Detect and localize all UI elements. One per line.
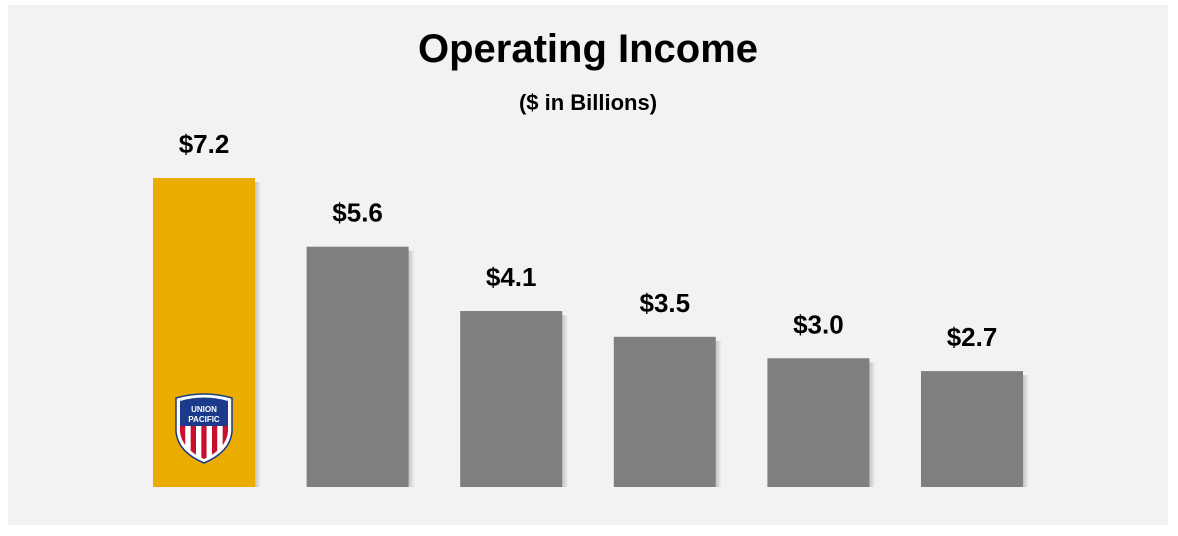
bar-shadow: [869, 362, 876, 487]
bar-shadow: [255, 182, 261, 487]
bar-shadow: [562, 315, 569, 487]
data-label: $3.5: [639, 288, 690, 318]
svg-text:UNION: UNION: [191, 405, 217, 414]
bar: [306, 246, 409, 487]
data-label: $2.7: [947, 322, 998, 352]
data-label: $4.1: [486, 262, 537, 292]
chart-title: Operating Income: [417, 27, 759, 71]
bar-shadow: [408, 250, 415, 487]
bars-layer: [153, 178, 1029, 487]
data-labels-layer: $7.2 $5.6 $4.1 $3.5 $3.0 $2.7: [179, 129, 998, 352]
bar: [460, 311, 563, 487]
svg-text:PACIFIC: PACIFIC: [188, 415, 220, 424]
bar-shadow: [715, 340, 722, 487]
bar: [767, 358, 870, 487]
data-label: $3.0: [793, 309, 844, 339]
bar: [613, 336, 716, 487]
data-label: $5.6: [332, 198, 383, 228]
data-label: $7.2: [179, 129, 230, 159]
bar-shadow: [1023, 375, 1029, 487]
chart-subtitle: ($ in Billions): [518, 90, 658, 115]
bar: [921, 371, 1023, 487]
